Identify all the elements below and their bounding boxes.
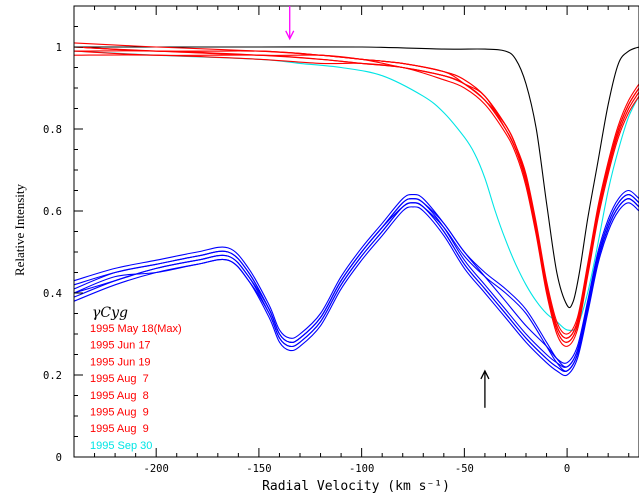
series-line-0 bbox=[74, 46, 639, 309]
legend-entry: 1995 Aug 7 bbox=[90, 373, 149, 385]
series-layer bbox=[74, 42, 639, 377]
series-line-8 bbox=[74, 46, 639, 339]
legend-entry: 1995 Aug 8 bbox=[90, 390, 149, 402]
y-axis-title: Relative Intensity bbox=[12, 183, 27, 276]
series-line-6 bbox=[74, 46, 639, 339]
series-line-4 bbox=[74, 42, 639, 335]
legend: γCyg 1995 May 18(Max) 1995 Jun 17 1995 Jun… bbox=[90, 305, 182, 452]
legend-entry: 1995 Jun 19 bbox=[90, 356, 151, 368]
arrow-up-icon bbox=[480, 369, 490, 380]
series-line-10 bbox=[74, 198, 639, 372]
x-axis-title: Radial Velocity (km s⁻¹) bbox=[262, 479, 450, 494]
series-line-1 bbox=[74, 50, 639, 332]
legend-entry: 1995 Aug 9 bbox=[90, 423, 149, 435]
legend-title: γCyg bbox=[92, 305, 128, 321]
series-line-9 bbox=[74, 194, 639, 368]
series-line-12 bbox=[74, 202, 639, 377]
y-tick-label: 0.4 bbox=[43, 288, 62, 300]
legend-entry: 1995 Aug 9 bbox=[90, 407, 149, 419]
axes-layer: -200 -150 -100 -50 0 0.2 0.4 0.6 0.8 1 bbox=[43, 5, 639, 475]
legend-entry: 1995 May 18(Max) bbox=[90, 323, 182, 335]
series-line-11 bbox=[74, 189, 639, 364]
plot-frame bbox=[73, 5, 639, 458]
y-tick-label: 0.8 bbox=[43, 124, 62, 136]
y-zero-label: 0 bbox=[56, 452, 62, 464]
arrow-down-icon bbox=[285, 30, 295, 41]
x-tick-label: -200 bbox=[144, 463, 169, 475]
x-tick-label: -100 bbox=[349, 463, 374, 475]
series-line-14 bbox=[74, 198, 639, 372]
y-tick-label: 1 bbox=[56, 42, 62, 54]
legend-entry: 1995 Sep 30 bbox=[90, 440, 152, 452]
x-tick-label: 0 bbox=[564, 463, 570, 475]
legend-entry: 1995 Jun 17 bbox=[90, 340, 151, 352]
series-line-15 bbox=[74, 198, 639, 372]
series-line-2 bbox=[74, 46, 639, 339]
series-line-7 bbox=[74, 50, 639, 343]
series-line-3 bbox=[74, 50, 639, 343]
y-tick-label: 0.6 bbox=[43, 206, 62, 218]
x-tick-label: -150 bbox=[246, 463, 271, 475]
x-tick-label: -50 bbox=[455, 463, 474, 475]
y-tick-label: 0.2 bbox=[43, 370, 62, 382]
series-line-5 bbox=[74, 54, 639, 347]
series-line-13 bbox=[74, 194, 639, 368]
annotation-layer bbox=[285, 6, 490, 408]
